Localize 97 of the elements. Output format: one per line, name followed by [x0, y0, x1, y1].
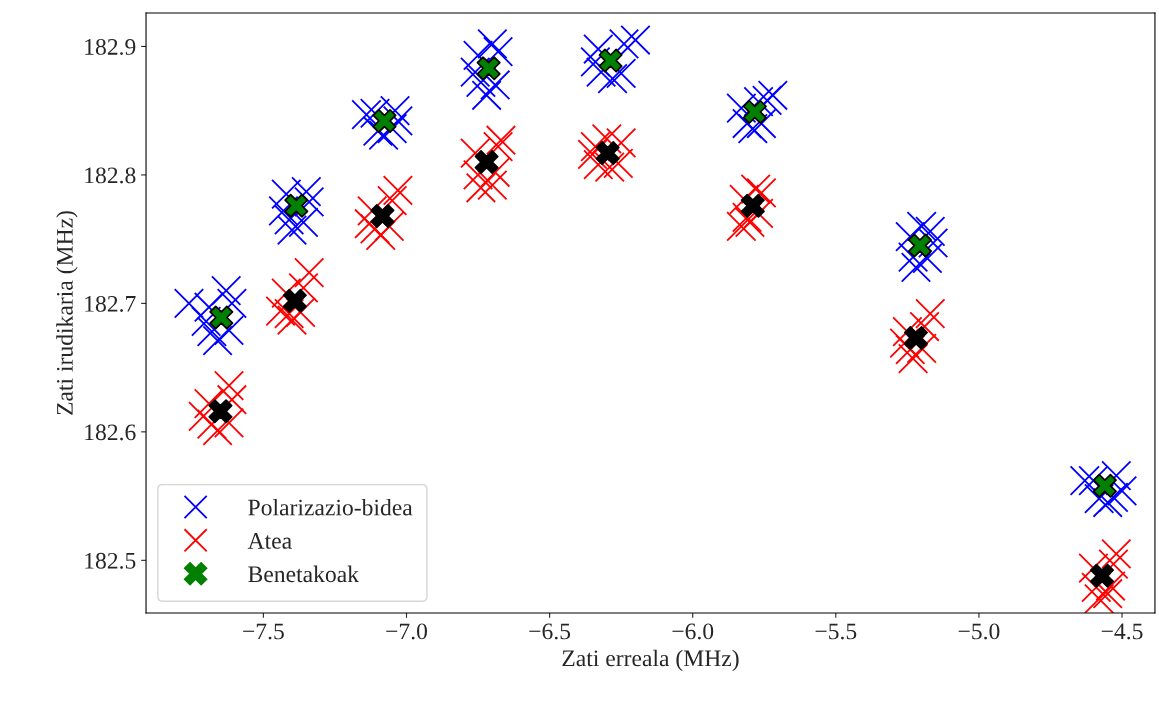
x-tick-label: −5.0 [958, 623, 1000, 640]
point [173, 288, 205, 319]
point [591, 123, 622, 155]
point [216, 384, 248, 415]
point [746, 177, 777, 209]
point [351, 99, 382, 130]
legend-label: Atea [247, 533, 292, 549]
point [1092, 487, 1123, 518]
y-tick-label: 182.8 [85, 167, 136, 184]
point [382, 175, 414, 206]
point [193, 292, 225, 323]
point [291, 176, 322, 207]
point [583, 33, 614, 65]
point [606, 58, 637, 89]
point [1083, 583, 1115, 613]
point [477, 28, 508, 60]
point [377, 185, 408, 216]
point [482, 36, 514, 67]
point [597, 63, 628, 94]
point [608, 28, 640, 60]
point [906, 211, 937, 242]
point [471, 80, 502, 111]
point [742, 99, 767, 124]
y-tick-label: 182.6 [85, 424, 136, 441]
point [1106, 475, 1138, 507]
point [368, 119, 399, 151]
point [365, 220, 396, 251]
point [1092, 473, 1117, 498]
point [1098, 549, 1129, 580]
point [751, 85, 783, 116]
point [1069, 465, 1100, 496]
point [474, 150, 499, 175]
y-tick-label: 182.7 [85, 295, 136, 312]
point [288, 207, 319, 238]
point [1092, 578, 1123, 609]
point [288, 272, 319, 304]
point [903, 326, 928, 351]
point [620, 24, 651, 56]
point [603, 148, 634, 179]
x-tick-label: −7.0 [386, 623, 428, 640]
point [372, 108, 397, 133]
point [595, 141, 620, 166]
point [915, 298, 946, 329]
point [193, 388, 225, 419]
point [284, 193, 309, 218]
y-tick-label: 182.5 [85, 552, 136, 569]
point [737, 113, 768, 144]
point [897, 343, 929, 374]
point [915, 216, 946, 247]
point [359, 98, 391, 129]
point [208, 399, 233, 424]
point [460, 137, 491, 169]
x-tick-label: −6.5 [529, 623, 571, 640]
x-tick-label: −6.0 [672, 623, 714, 640]
x-tick-label: −5.5 [815, 623, 857, 640]
point [598, 48, 623, 73]
legend-label: Benetakoak [248, 565, 360, 583]
point [202, 415, 233, 446]
point [895, 221, 926, 252]
point [606, 127, 637, 158]
y-tick-label: 182.9 [85, 38, 136, 55]
point [465, 172, 497, 203]
point [900, 252, 932, 283]
point [585, 57, 617, 88]
point [907, 233, 932, 258]
point [216, 288, 248, 319]
point [211, 275, 242, 306]
point [282, 288, 307, 313]
point [583, 149, 614, 180]
point [477, 170, 508, 201]
point [462, 159, 494, 191]
point [740, 193, 765, 218]
y-axis-title: Zati irudikaria (MHz) [56, 211, 78, 415]
point [482, 131, 514, 162]
point [379, 95, 411, 126]
point [462, 40, 494, 71]
x-tick-label: −4.5 [1101, 623, 1143, 640]
point [276, 304, 308, 336]
point [1089, 563, 1115, 588]
x-tick-label: −7.5 [243, 623, 284, 640]
point [1101, 538, 1132, 570]
point [757, 80, 788, 111]
point [726, 211, 757, 242]
point [370, 203, 395, 229]
point [213, 370, 245, 401]
point [740, 173, 771, 205]
legend-label: Polarizazio-bidea [248, 498, 413, 516]
point [209, 305, 234, 330]
point [276, 215, 308, 246]
point [485, 125, 517, 156]
point [476, 56, 501, 81]
point [480, 69, 511, 101]
point [202, 325, 233, 356]
point [196, 316, 228, 347]
x-axis-title: Zati erreala (MHz) [562, 649, 739, 672]
point [294, 257, 325, 288]
point [1101, 460, 1132, 491]
